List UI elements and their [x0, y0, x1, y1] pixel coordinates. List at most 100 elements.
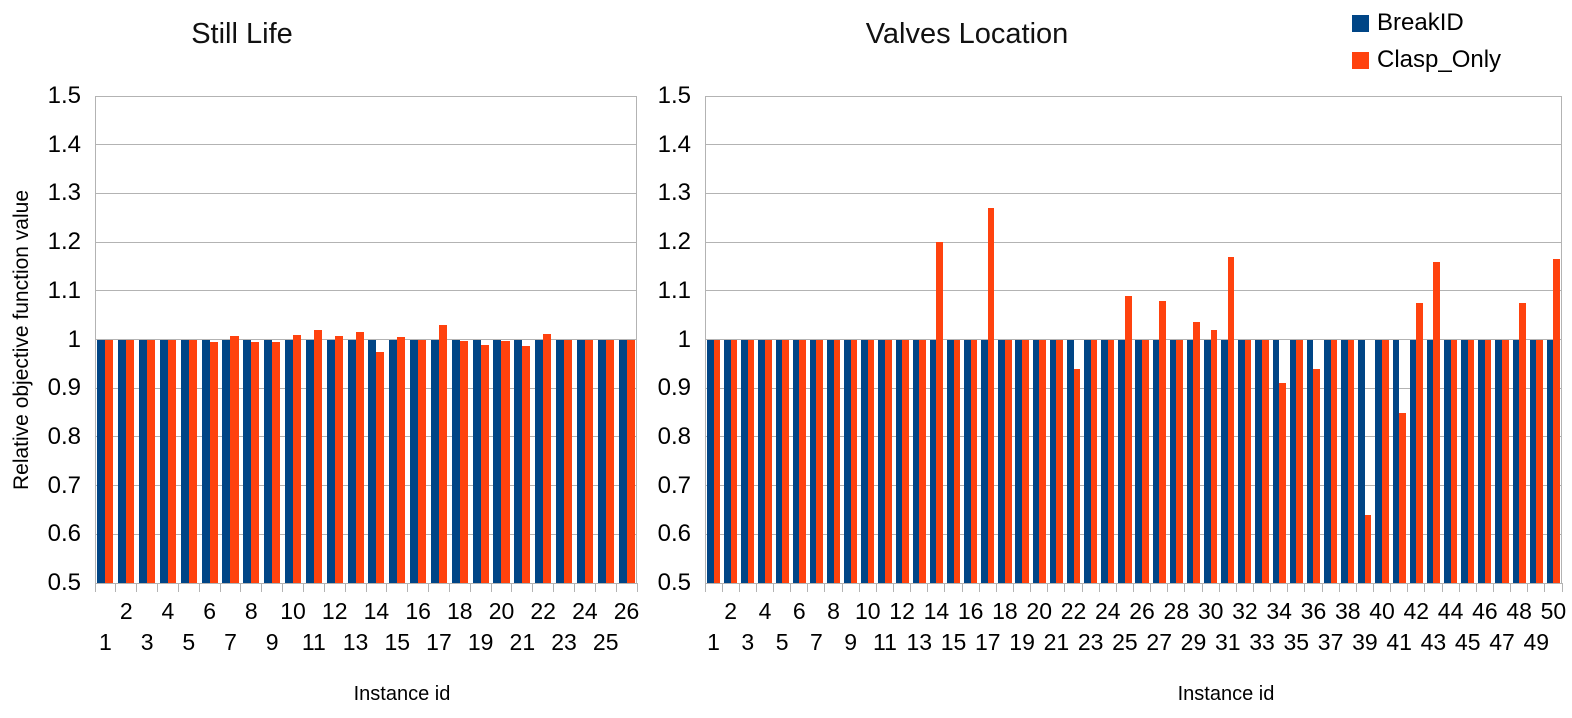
y-axis-line	[95, 96, 96, 592]
x-tick-label: 3	[140, 629, 154, 655]
x-tick-label: 39	[1352, 629, 1378, 655]
bar-breakid	[1306, 339, 1314, 583]
x-axis-title-still-life: Instance id	[353, 683, 451, 705]
bar-group	[449, 96, 470, 583]
bar-group	[876, 96, 893, 583]
bar-breakid	[981, 339, 988, 583]
bar-group	[1373, 96, 1390, 583]
x-tick-label: 14	[923, 598, 950, 624]
axis-tick	[448, 583, 450, 592]
bar-group	[616, 96, 637, 583]
bar-group	[1408, 96, 1425, 583]
axis-tick	[1218, 583, 1220, 592]
x-tick-label: 11	[873, 629, 897, 655]
axis-tick	[755, 583, 757, 592]
axis-tick	[1304, 583, 1306, 592]
bar-clasp_only	[953, 339, 961, 583]
bar-breakid	[159, 339, 168, 583]
axis-tick	[1407, 583, 1409, 592]
x-tick-label: 45	[1454, 629, 1481, 655]
x-tick-label: 32	[1232, 598, 1258, 624]
bar-clasp_only	[1450, 339, 1458, 583]
axis-tick	[469, 583, 471, 592]
grid-line	[705, 436, 1562, 438]
x-tick-label: 44	[1437, 598, 1464, 624]
bar-breakid	[222, 339, 231, 583]
axis-tick	[1527, 583, 1529, 592]
y-tick-label: 1.3	[657, 179, 691, 207]
bar-breakid	[1512, 339, 1520, 583]
legend-item-breakid: BreakID	[1352, 10, 1501, 36]
bar-clasp_only	[1347, 339, 1355, 583]
bar-breakid	[347, 339, 356, 583]
bar-breakid	[410, 339, 419, 583]
bar-breakid	[878, 339, 885, 583]
axis-tick	[1390, 583, 1392, 592]
bar-clasp_only	[782, 339, 789, 583]
bar-clasp_only	[1536, 339, 1543, 583]
axis-tick	[824, 583, 826, 592]
axis-tick	[1372, 583, 1374, 592]
bar-group	[979, 96, 996, 583]
bar-breakid	[430, 339, 439, 583]
axis-tick	[1115, 583, 1117, 592]
bar-group	[241, 96, 262, 583]
axis-tick	[704, 583, 706, 592]
y-tick-label: 0.7	[47, 471, 81, 499]
bar-breakid	[706, 339, 714, 583]
bar-clasp_only	[1519, 302, 1526, 583]
bar-group	[366, 96, 387, 583]
x-tick-label: 15	[384, 629, 411, 655]
bar-group	[1116, 96, 1133, 583]
x-tick-label: 50	[1540, 598, 1567, 624]
bar-breakid	[368, 339, 377, 583]
axis-tick	[1561, 583, 1563, 592]
bar-group	[1442, 96, 1459, 583]
bar-breakid	[1186, 339, 1194, 583]
bar-group	[962, 96, 979, 583]
bar-group	[1493, 96, 1510, 583]
bar-clasp_only	[293, 334, 302, 583]
bar-group	[178, 96, 199, 583]
axis-tick	[1458, 583, 1460, 592]
bar-clasp_only	[459, 340, 468, 583]
bar-clasp_only	[1279, 383, 1286, 583]
bar-breakid	[1221, 339, 1228, 583]
bar-clasp_only	[272, 341, 281, 583]
bar-breakid	[1255, 339, 1263, 583]
bar-breakid	[1272, 339, 1280, 583]
bar-clasp_only	[1262, 339, 1269, 583]
x-tick-label: 4	[758, 598, 772, 624]
x-tick-label: 23	[1077, 629, 1104, 655]
x-tick-label: 24	[1094, 598, 1121, 624]
axis-tick	[1184, 583, 1186, 592]
bar-breakid	[118, 339, 127, 583]
y-tick-label: 1	[67, 325, 81, 353]
axis-tick	[1047, 583, 1049, 592]
bar-group	[842, 96, 859, 583]
axis-tick	[893, 583, 895, 592]
bar-breakid	[618, 339, 627, 583]
bar-clasp_only	[126, 339, 135, 583]
x-tick-label: 5	[182, 629, 196, 655]
bar-clasp_only	[584, 339, 593, 583]
y-tick-label: 0.8	[47, 422, 81, 450]
bar-clasp_only	[1107, 339, 1115, 583]
plot-area-valves-location: 1.5 1.4 1.3 1.2 1.1 1 0.9 0.8 0.7 0.6 0.5 1 2 3 4 5 6 7 8 9…	[658, 83, 1567, 656]
bar-breakid	[758, 339, 765, 583]
x-tick-label: 15	[940, 629, 967, 655]
bar-breakid	[556, 339, 565, 583]
bar-group	[429, 96, 450, 583]
chart-title-still-life: Still Life	[191, 18, 293, 50]
bar-breakid	[1461, 339, 1468, 583]
bar-group	[1391, 96, 1408, 583]
axis-tick	[875, 583, 877, 592]
bar-breakid	[1546, 339, 1554, 583]
x-tick-label: 49	[1523, 629, 1550, 655]
bar-breakid	[1101, 339, 1108, 583]
x-tick-label: 26	[1129, 598, 1155, 624]
bar-group	[574, 96, 595, 583]
axis-tick	[219, 583, 221, 592]
